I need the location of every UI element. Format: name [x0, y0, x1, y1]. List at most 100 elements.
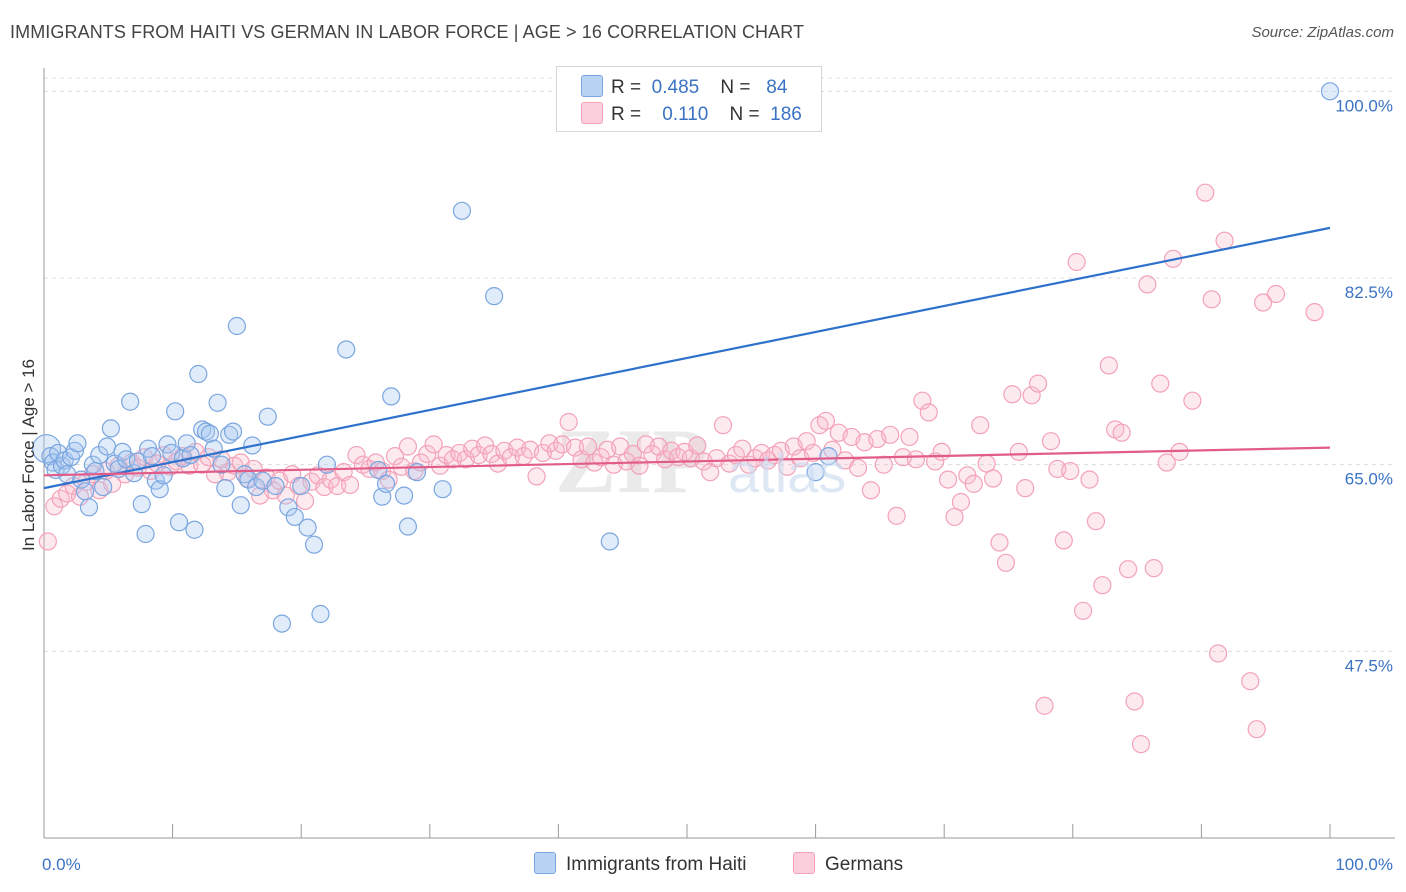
haiti-point [101, 419, 120, 438]
germans-point [913, 391, 932, 410]
r-label: R = [611, 77, 642, 98]
germans-point [1151, 374, 1170, 393]
bottom-legend-germans: Germans [793, 852, 903, 876]
germans-point [1022, 386, 1041, 405]
germans-point [1247, 720, 1266, 739]
haiti-point [200, 424, 219, 443]
haiti-point [369, 460, 388, 480]
legend-row-haiti: R = 0.485 N = 84 [581, 75, 787, 101]
haiti-point [298, 518, 317, 537]
haiti-point [394, 486, 414, 505]
germans-point [418, 444, 437, 464]
haiti-point [223, 422, 243, 441]
haiti-point [97, 437, 117, 456]
haiti-point [819, 447, 838, 466]
haiti-trend-line [43, 226, 1331, 490]
germans-point [983, 469, 1003, 488]
r-value: 0.485 [651, 77, 700, 98]
chart-title: IMMIGRANTS FROM HAITI VS GERMAN IN LABOR… [10, 22, 805, 42]
germans-point [900, 427, 919, 447]
germans-point [1196, 183, 1215, 202]
germans-point [1099, 356, 1118, 375]
x-tick-label: 0.0% [42, 855, 81, 874]
germans-point [315, 477, 334, 497]
haiti-point [231, 496, 250, 515]
haiti-point [121, 392, 140, 411]
germans-point [566, 438, 585, 457]
haiti-point [169, 513, 189, 532]
y-tick-label: 65.0% [1345, 470, 1393, 489]
x-tick-label: 100.0% [1335, 855, 1393, 874]
y-tick-label: 47.5% [1345, 656, 1393, 675]
haiti-point [304, 535, 324, 554]
germans-swatch [581, 102, 603, 124]
germans-point [398, 437, 418, 456]
germans-point [1215, 231, 1234, 250]
germans-point [1028, 374, 1048, 393]
haiti-point [177, 434, 196, 453]
germans-point [1209, 644, 1228, 663]
haiti-point [433, 480, 452, 499]
germans-point [881, 425, 900, 444]
haiti-point [166, 402, 185, 421]
haiti-point [117, 450, 136, 469]
germans-point [1144, 559, 1163, 578]
haiti-point [136, 524, 155, 544]
haiti-point [272, 614, 292, 633]
germans-point [932, 442, 951, 461]
haiti-point [181, 445, 200, 465]
germans-point [1035, 696, 1054, 715]
n-label: N = [729, 104, 760, 125]
germans-point [559, 412, 578, 432]
germans-point [45, 497, 64, 516]
germans-point [964, 474, 983, 493]
germans-point [1202, 290, 1221, 309]
r-value: 0.110 [662, 104, 709, 125]
haiti-legend-label: Immigrants from Haiti [566, 854, 747, 875]
germans-point [1041, 432, 1061, 451]
germans-point [578, 437, 598, 456]
axes [43, 68, 1395, 839]
germans-point [1073, 601, 1093, 620]
germans-point [527, 467, 546, 486]
haiti-point [212, 455, 231, 474]
germans-point [1118, 560, 1138, 579]
germans-point [861, 481, 880, 500]
germans-point [1305, 303, 1324, 322]
haiti-point [208, 393, 227, 412]
germans-point [713, 416, 733, 435]
germans-point [1061, 461, 1080, 481]
y-tick-label: 100.0% [1335, 96, 1393, 115]
germans-point [919, 403, 938, 422]
haiti-point [132, 495, 151, 514]
germans-point [990, 533, 1009, 552]
germans-point [951, 492, 971, 512]
germans-point [971, 416, 990, 435]
germans-point [1254, 293, 1273, 312]
haiti-point [68, 434, 87, 453]
haiti-point [76, 482, 95, 501]
germans-point [938, 470, 958, 489]
haiti-point [150, 480, 169, 499]
haiti-point [142, 447, 162, 466]
germans-point [424, 435, 443, 454]
grid [44, 77, 1395, 652]
haiti-point [382, 387, 401, 406]
germans-point [295, 491, 315, 511]
haiti-swatch [581, 75, 603, 97]
haiti-point [189, 364, 208, 384]
germans-point [1241, 672, 1260, 691]
germans-point [1009, 442, 1028, 461]
germans-point [848, 458, 868, 477]
source-label: Source: ZipAtlas.com [1251, 24, 1394, 41]
germans-point [540, 434, 559, 453]
haiti-point [266, 476, 285, 496]
germans-point [874, 455, 893, 474]
haiti-point [376, 474, 396, 493]
haiti-point [398, 517, 418, 536]
germans-point [1016, 479, 1035, 498]
watermark-atlas: atlas [728, 441, 846, 504]
germans-point [1054, 531, 1073, 550]
bottom-legend-haiti: Immigrants from Haiti [534, 852, 747, 876]
